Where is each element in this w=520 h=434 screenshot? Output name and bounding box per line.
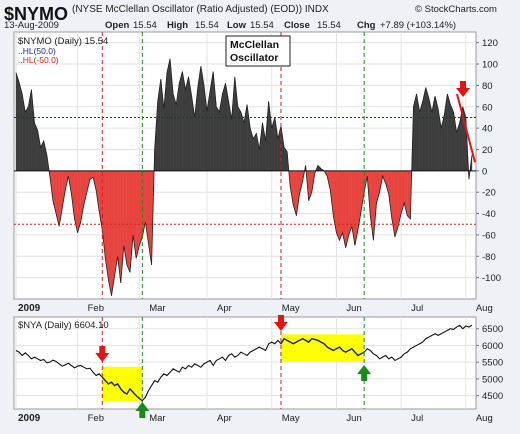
chg-label: Chg xyxy=(357,20,376,31)
nya-x-axis: 2009 Feb Mar Apr May Jun Jul Aug xyxy=(18,413,493,424)
area-segment xyxy=(127,171,130,272)
area-segment xyxy=(349,171,352,235)
area-segment xyxy=(336,171,339,240)
x-tick-label: Jun xyxy=(346,303,361,314)
area-segment xyxy=(16,73,19,171)
y-tick-label: -20 xyxy=(482,188,496,199)
oscillator-x-axis: 2009 Feb Mar Apr May Jun Jul Aug xyxy=(18,303,493,314)
x-tick-label: Aug xyxy=(476,413,493,424)
x-tick-label: Apr xyxy=(217,303,232,314)
y-tick-label: 60 xyxy=(482,102,493,113)
open-value: 15.54 xyxy=(133,20,157,31)
area-segment xyxy=(25,107,28,171)
area-segment xyxy=(407,171,410,219)
x-tick-label: Jul xyxy=(411,303,423,314)
y-tick-label: 80 xyxy=(482,81,493,92)
annotation-line2: Oscillator xyxy=(230,52,278,64)
x-tick-label: 2009 xyxy=(18,413,41,424)
nya-y-axis: 4500 5000 5500 6000 6500 xyxy=(476,324,503,402)
y-tick-label: 5500 xyxy=(482,358,503,369)
area-segment xyxy=(173,94,176,171)
close-value: 15.54 xyxy=(317,20,341,31)
y-tick-label: -60 xyxy=(482,230,496,241)
area-segment xyxy=(216,107,219,171)
legend-nya: $NYA (Daily) 6604.10 xyxy=(18,320,109,331)
y-tick-label: 40 xyxy=(482,124,493,135)
y-tick-label: 6000 xyxy=(482,341,503,352)
area-segment xyxy=(450,105,453,171)
y-tick-label: 0 xyxy=(482,166,487,177)
y-tick-label: 120 xyxy=(482,38,498,49)
low-label: Low xyxy=(227,20,247,31)
low-value: 15.54 xyxy=(250,20,274,31)
area-segment xyxy=(447,94,450,171)
x-tick-label: Mar xyxy=(149,413,165,424)
quote-date: 13-Aug-2009 xyxy=(4,20,59,31)
area-segment xyxy=(179,72,182,171)
legend-hl-negative: ..HL(-50.0) xyxy=(18,55,59,65)
area-segment xyxy=(19,82,22,171)
x-tick-label: Feb xyxy=(88,413,104,424)
area-segment xyxy=(238,107,241,171)
x-tick-label: May xyxy=(282,303,300,314)
y-tick-label: 5000 xyxy=(482,374,503,385)
area-segment xyxy=(340,171,343,240)
x-tick-label: Aug xyxy=(476,303,493,314)
high-label: High xyxy=(167,20,188,31)
area-segment xyxy=(253,133,256,170)
y-tick-label: 4500 xyxy=(482,391,503,402)
y-tick-label: -40 xyxy=(482,209,496,220)
y-tick-label: 6500 xyxy=(482,324,503,335)
y-tick-label: 20 xyxy=(482,145,493,156)
x-tick-label: 2009 xyxy=(18,303,41,314)
area-segment xyxy=(222,83,225,171)
x-tick-label: Jul xyxy=(411,413,423,424)
y-tick-label: -80 xyxy=(482,252,496,263)
watermark: © StockCharts.com xyxy=(415,4,497,15)
y-tick-label: -100 xyxy=(482,273,501,284)
open-label: Open xyxy=(105,20,129,31)
x-tick-label: Feb xyxy=(88,303,104,314)
x-tick-label: Jun xyxy=(346,413,361,424)
area-segment xyxy=(136,171,139,259)
x-tick-label: May xyxy=(282,413,300,424)
high-value: 15.54 xyxy=(195,20,219,31)
annotation-line1: McClellan xyxy=(230,39,279,51)
chg-value: +7.89 (+103.14%) xyxy=(380,20,456,31)
area-segment xyxy=(426,88,429,171)
oscillator-y-axis: -100 -80 -60 -40 -20 0 20 40 60 80 100 120 xyxy=(476,38,501,284)
x-tick-label: Apr xyxy=(217,413,232,424)
y-tick-label: 100 xyxy=(482,60,498,71)
symbol-description: (NYSE McClellan Oscillator (Ratio Adjust… xyxy=(72,4,329,15)
area-segment xyxy=(167,59,170,171)
close-label: Close xyxy=(284,20,310,31)
area-segment xyxy=(108,171,111,296)
x-tick-label: Mar xyxy=(149,303,165,314)
area-segment xyxy=(185,77,188,171)
